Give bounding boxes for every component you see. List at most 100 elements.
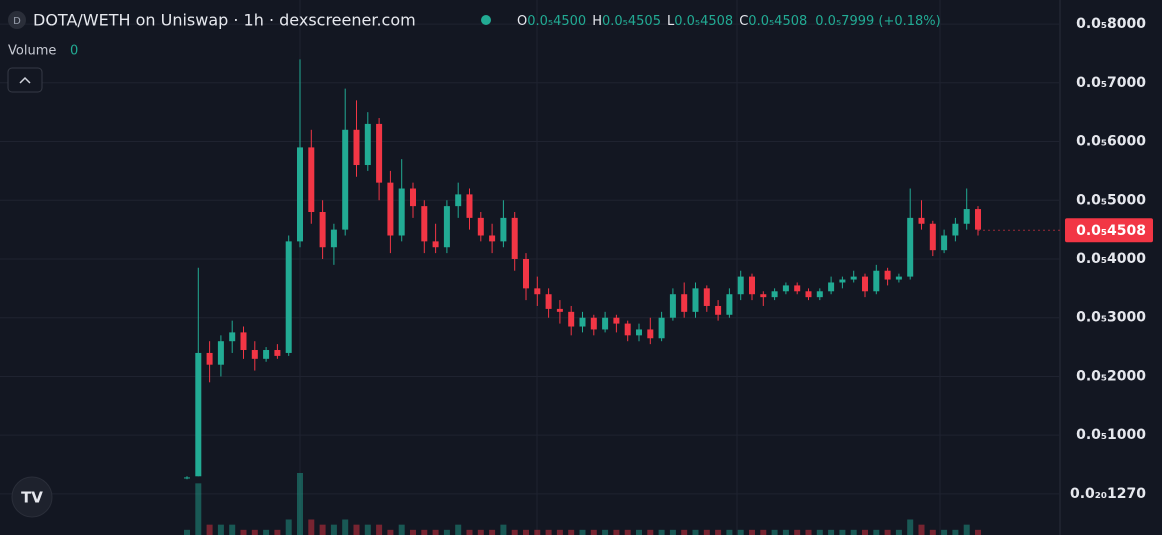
candle-body bbox=[443, 206, 450, 248]
volume-bar bbox=[828, 529, 835, 535]
y-tick-label: 0.0₅4000 bbox=[1076, 251, 1146, 267]
candle-body bbox=[489, 235, 496, 242]
volume-bar bbox=[240, 529, 247, 535]
candle-body bbox=[782, 285, 789, 292]
ohlc-value: 0.0₅4508 bbox=[674, 14, 733, 29]
volume-bar bbox=[387, 529, 394, 535]
volume-bar bbox=[500, 524, 507, 535]
candle-body bbox=[251, 350, 258, 359]
volume-bar bbox=[195, 483, 202, 535]
candle-body bbox=[963, 209, 970, 224]
y-tick-label: 0.0₅7000 bbox=[1076, 75, 1146, 91]
volume-bar bbox=[263, 529, 270, 535]
volume-bar bbox=[895, 529, 902, 535]
candle-body bbox=[353, 129, 360, 166]
candle-body bbox=[240, 332, 247, 351]
volume-bar bbox=[963, 524, 970, 535]
ohlc-value: 0.0₅4500 bbox=[527, 14, 586, 29]
volume-bar bbox=[975, 529, 981, 535]
volume-bar bbox=[319, 524, 326, 535]
ohlc-key: H bbox=[592, 14, 602, 29]
candle-body bbox=[613, 317, 620, 324]
volume-bar bbox=[477, 529, 484, 535]
last-price-label: 0.0₅4508 bbox=[1076, 223, 1146, 239]
candle-body bbox=[410, 188, 416, 207]
ohlc-key: O bbox=[517, 14, 527, 29]
y-tick-label: 0.0₅2000 bbox=[1076, 368, 1146, 384]
last-price-box bbox=[1065, 218, 1153, 243]
candle-body bbox=[545, 294, 552, 309]
volume-bar bbox=[398, 524, 405, 535]
candle-body bbox=[466, 194, 473, 218]
candle-body bbox=[590, 317, 597, 330]
volume-bar bbox=[229, 524, 236, 535]
volume-bar bbox=[726, 529, 733, 535]
candle-body bbox=[376, 123, 383, 183]
volume-label: Volume bbox=[8, 44, 56, 59]
volume-bar bbox=[681, 529, 688, 535]
volume-bar bbox=[308, 519, 315, 535]
candle-body bbox=[726, 294, 733, 315]
price-change: 0.0₅7999 (+0.18%) bbox=[815, 14, 940, 29]
volume-bar bbox=[511, 529, 518, 535]
volume-bar bbox=[782, 529, 789, 535]
volume-value: 0 bbox=[70, 44, 78, 59]
volume-bar bbox=[941, 529, 948, 535]
y-tick-label: 0.0₅8000 bbox=[1076, 16, 1146, 32]
candle-body bbox=[534, 288, 541, 295]
volume-bar bbox=[274, 529, 281, 535]
candle-body bbox=[737, 276, 744, 295]
volume-bar bbox=[184, 529, 190, 535]
ohlc-key: C bbox=[739, 14, 748, 29]
candle-body bbox=[477, 217, 484, 236]
candle-body bbox=[703, 288, 710, 306]
candle-body bbox=[647, 329, 654, 339]
chevron-icon bbox=[19, 76, 31, 84]
volume-bar bbox=[749, 529, 755, 535]
volume-bar bbox=[862, 529, 868, 535]
candle-body bbox=[715, 305, 722, 315]
volume-bar bbox=[297, 473, 303, 535]
volume-bar bbox=[613, 529, 620, 535]
volume-bar bbox=[353, 524, 360, 535]
candle-body bbox=[579, 317, 586, 327]
candle-body bbox=[184, 477, 190, 479]
volume-bar bbox=[703, 529, 710, 535]
volume-bar bbox=[658, 529, 665, 535]
vertical-grid bbox=[299, 0, 941, 535]
tradingview-logo[interactable] bbox=[11, 476, 53, 518]
candle-body bbox=[873, 270, 880, 292]
volume-bar bbox=[624, 529, 631, 535]
volume-bar bbox=[206, 524, 213, 535]
candle-body bbox=[941, 235, 948, 251]
candle-body bbox=[387, 182, 394, 236]
candle-body bbox=[794, 285, 801, 292]
candle-body bbox=[760, 294, 767, 298]
candle-body bbox=[828, 282, 835, 292]
volume-bar bbox=[364, 524, 371, 535]
volume-bar bbox=[556, 529, 563, 535]
volume-bar bbox=[217, 524, 224, 535]
ohlc-value: 0.0₅4508 bbox=[748, 14, 807, 29]
candle-body bbox=[195, 352, 202, 477]
volume-bar bbox=[952, 529, 959, 535]
volume-bar bbox=[579, 529, 586, 535]
volume-bar bbox=[760, 529, 767, 535]
candle-body bbox=[816, 291, 823, 298]
candle-body bbox=[556, 308, 563, 312]
volume-bar bbox=[523, 529, 529, 535]
volume-bar bbox=[489, 529, 496, 535]
volume-bar bbox=[410, 529, 416, 535]
candle-body bbox=[330, 229, 337, 248]
candle-body bbox=[952, 223, 959, 236]
candle-body bbox=[319, 212, 326, 248]
candle-body bbox=[975, 209, 981, 230]
candle-body bbox=[895, 276, 902, 280]
collapse-button[interactable] bbox=[7, 67, 43, 93]
candle-body bbox=[217, 341, 224, 365]
volume-bar bbox=[647, 529, 654, 535]
tradingview-logo-mark: TV bbox=[21, 489, 43, 507]
volume-bar bbox=[602, 529, 609, 535]
